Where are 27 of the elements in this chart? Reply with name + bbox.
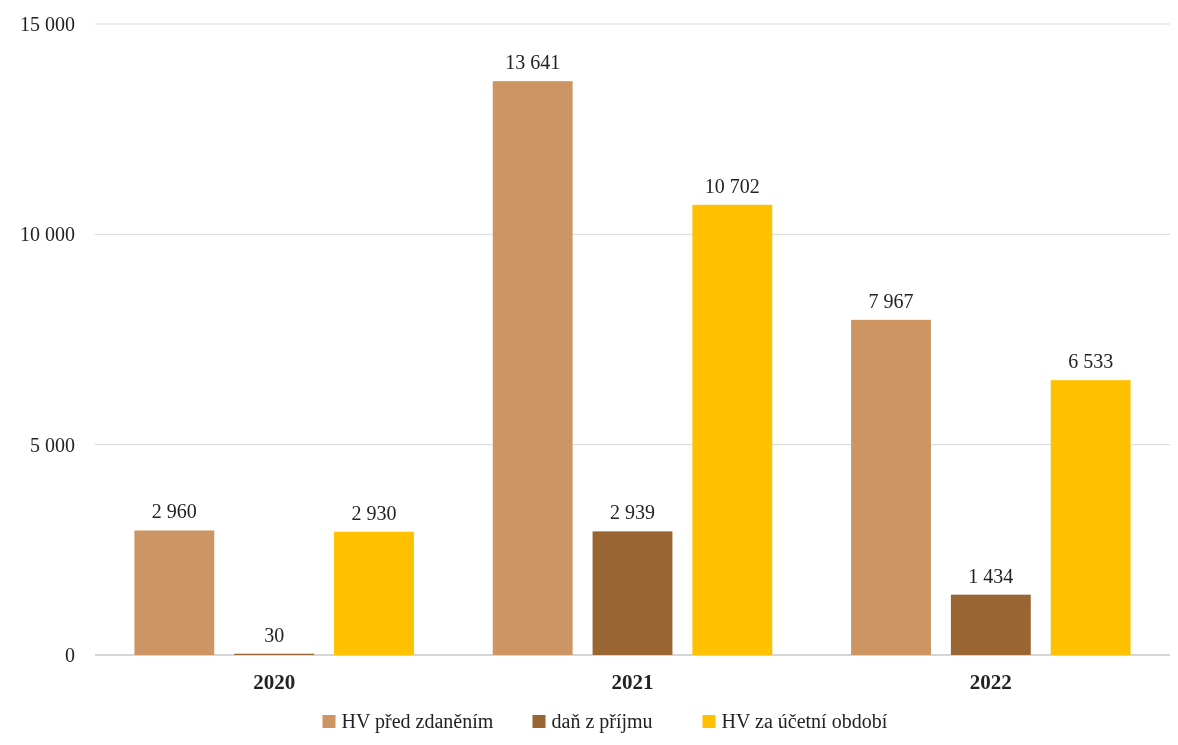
data-label: 30 xyxy=(264,623,285,646)
legend-label: daň z příjmu xyxy=(551,710,653,733)
x-tick-label: 2020 xyxy=(253,670,296,694)
y-tick-label: 15 000 xyxy=(20,13,75,35)
x-tick-label: 2021 xyxy=(611,670,654,694)
bar xyxy=(950,594,1031,655)
legend-label: HV za účetní období xyxy=(721,710,888,732)
data-label: 2 930 xyxy=(351,501,397,524)
data-label: 7 967 xyxy=(868,289,914,312)
bar xyxy=(692,204,773,655)
bar xyxy=(851,319,931,655)
bar xyxy=(334,531,414,655)
legend-label: HV před zdaněním xyxy=(341,710,494,733)
bar xyxy=(492,81,573,655)
data-label: 2 960 xyxy=(151,500,197,523)
data-label: 2 939 xyxy=(610,501,655,524)
y-tick-label: 10 000 xyxy=(20,223,75,246)
data-label: 1 434 xyxy=(968,564,1014,587)
data-label: 6 533 xyxy=(1068,350,1114,373)
data-label: 13 641 xyxy=(505,51,561,74)
y-tick-label: 5 000 xyxy=(30,433,75,456)
x-tick-label: 2022 xyxy=(969,670,1012,694)
y-tick-label: 0 xyxy=(65,644,75,666)
bar xyxy=(1050,380,1131,655)
data-label: 10 702 xyxy=(704,174,760,197)
bar xyxy=(134,530,215,655)
bar xyxy=(592,531,673,655)
